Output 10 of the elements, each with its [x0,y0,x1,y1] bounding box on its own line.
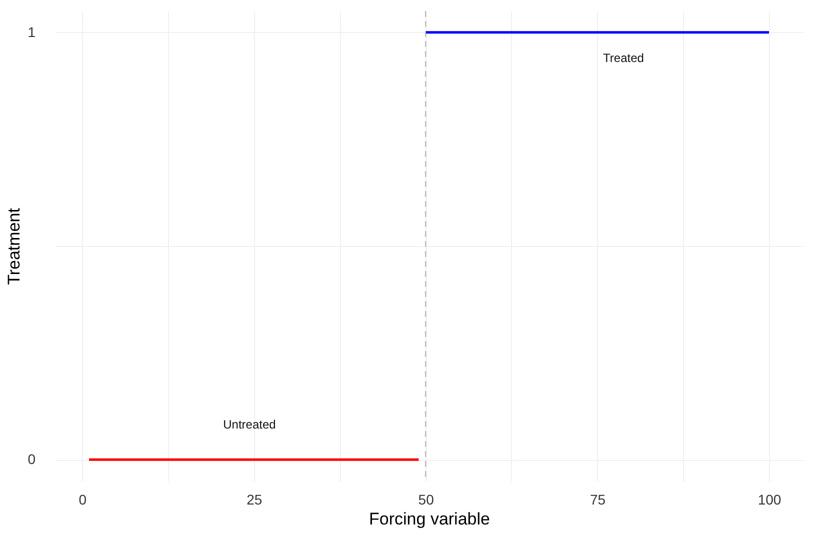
x-tick-label: 25 [246,492,262,508]
x-tick-label: 100 [758,492,782,508]
x-tick-label: 50 [418,492,434,508]
x-axis-title: Forcing variable [369,510,490,528]
x-tick-label: 0 [78,492,87,508]
annotation: Untreated [223,418,276,432]
x-tick-label: 75 [590,492,606,508]
y-tick-label: 1 [28,24,36,40]
annotation: Treated [603,51,644,65]
y-axis-title: Treatment [4,208,24,285]
